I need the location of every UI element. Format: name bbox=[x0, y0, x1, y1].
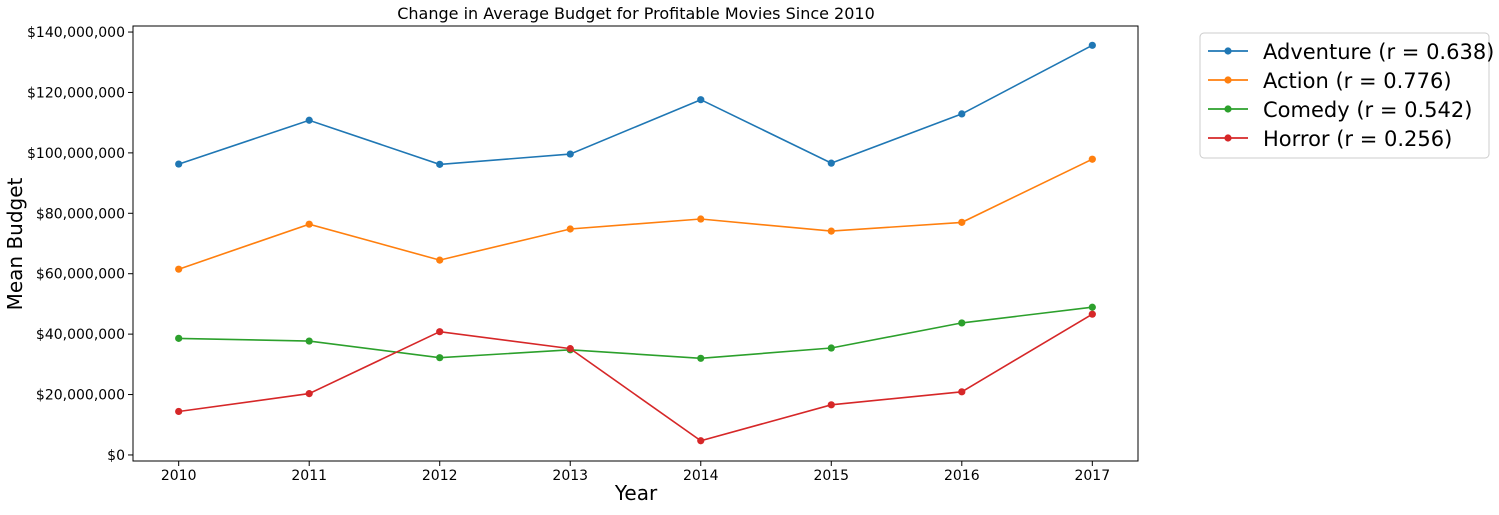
series-line bbox=[178, 44, 1093, 166]
series-line bbox=[178, 158, 1093, 270]
data-point bbox=[566, 345, 574, 353]
legend-swatch-marker bbox=[1224, 47, 1232, 55]
data-point bbox=[305, 337, 313, 345]
legend-box bbox=[1199, 32, 1490, 159]
series-line bbox=[178, 313, 1093, 442]
legend-swatch-marker bbox=[1224, 134, 1232, 142]
legend-label: Action (r = 0.776) bbox=[1263, 69, 1452, 93]
data-point bbox=[175, 265, 183, 273]
data-point bbox=[958, 388, 966, 396]
plot-frame bbox=[132, 25, 1139, 462]
data-point bbox=[958, 110, 966, 118]
x-tick-label: 2015 bbox=[813, 468, 849, 484]
data-point bbox=[305, 220, 313, 228]
data-point bbox=[827, 227, 835, 235]
legend-label: Adventure (r = 0.638) bbox=[1263, 40, 1494, 64]
data-point bbox=[1088, 303, 1096, 311]
data-point bbox=[566, 150, 574, 158]
x-tick-label: 2017 bbox=[1074, 468, 1110, 484]
data-point bbox=[436, 328, 444, 336]
legend-label: Horror (r = 0.256) bbox=[1263, 127, 1452, 151]
y-tick-label: $20,000,000 bbox=[36, 388, 125, 404]
series-line bbox=[178, 306, 1093, 360]
plot-area: $0 $20,000,000 $40,000,000 $60,000,000 $80,0… bbox=[27, 25, 1139, 484]
y-tick-label: $60,000,000 bbox=[36, 267, 125, 283]
series-3 bbox=[175, 310, 1096, 445]
x-axis-label: Year bbox=[614, 481, 658, 505]
data-point bbox=[697, 354, 705, 362]
legend-entry: Comedy (r = 0.542) bbox=[1208, 98, 1472, 122]
legend-entry: Adventure (r = 0.638) bbox=[1208, 40, 1494, 64]
series-0 bbox=[175, 41, 1096, 168]
x-tick-label: 2016 bbox=[944, 468, 980, 484]
x-tick-label: 2014 bbox=[683, 468, 719, 484]
data-point bbox=[1088, 155, 1096, 163]
legend-label: Comedy (r = 0.542) bbox=[1263, 98, 1472, 122]
data-point bbox=[827, 344, 835, 352]
data-point bbox=[305, 390, 313, 398]
y-tick-label: $100,000,000 bbox=[27, 146, 125, 162]
data-point bbox=[436, 354, 444, 362]
x-tick-label: 2010 bbox=[161, 468, 197, 484]
legend-swatch-marker bbox=[1224, 105, 1232, 113]
data-point bbox=[175, 407, 183, 416]
data-point bbox=[958, 319, 966, 327]
data-point bbox=[566, 225, 574, 233]
data-point bbox=[958, 218, 966, 226]
y-tick-label: $120,000,000 bbox=[27, 85, 125, 101]
data-point bbox=[175, 160, 183, 168]
data-point bbox=[827, 401, 835, 409]
x-tick-label: 2013 bbox=[552, 468, 588, 484]
data-point bbox=[305, 116, 313, 124]
legend-entry: Horror (r = 0.256) bbox=[1208, 127, 1452, 151]
data-point bbox=[436, 256, 444, 264]
data-point bbox=[175, 334, 183, 342]
data-point bbox=[697, 215, 705, 223]
data-point bbox=[1088, 310, 1096, 318]
y-axis-label: Mean Budget bbox=[3, 177, 27, 310]
data-point bbox=[697, 96, 705, 104]
y-tick-label: $0 bbox=[107, 448, 125, 464]
data-point bbox=[827, 159, 835, 167]
y-tick-label: $80,000,000 bbox=[36, 206, 125, 222]
legend: Adventure (r = 0.638) Action (r = 0.776) C… bbox=[1199, 32, 1494, 159]
y-tick-label: $140,000,000 bbox=[27, 25, 125, 41]
legend-entry: Action (r = 0.776) bbox=[1208, 69, 1452, 93]
data-point bbox=[436, 160, 444, 168]
legend-swatch-marker bbox=[1224, 76, 1232, 84]
chart-title: Change in Average Budget for Profitable … bbox=[397, 4, 875, 23]
x-tick-label: 2011 bbox=[291, 468, 327, 484]
x-tick-label: 2012 bbox=[422, 468, 458, 484]
data-point bbox=[697, 437, 705, 445]
series-1 bbox=[175, 155, 1096, 273]
y-tick-label: $40,000,000 bbox=[36, 327, 125, 343]
data-point bbox=[1088, 41, 1096, 49]
series-2 bbox=[175, 303, 1096, 362]
